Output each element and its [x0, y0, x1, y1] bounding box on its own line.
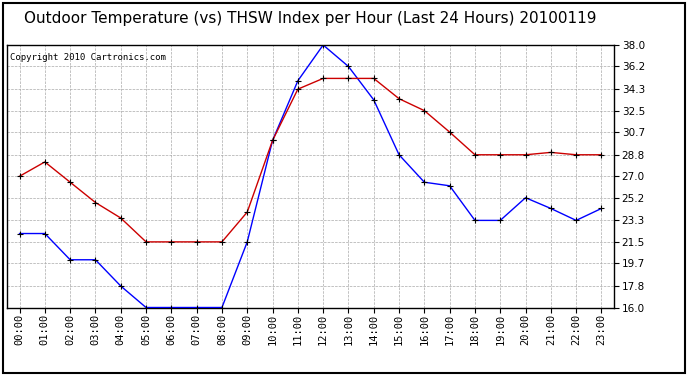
Text: Outdoor Temperature (vs) THSW Index per Hour (Last 24 Hours) 20100119: Outdoor Temperature (vs) THSW Index per … — [24, 11, 597, 26]
Text: Copyright 2010 Cartronics.com: Copyright 2010 Cartronics.com — [10, 53, 166, 62]
